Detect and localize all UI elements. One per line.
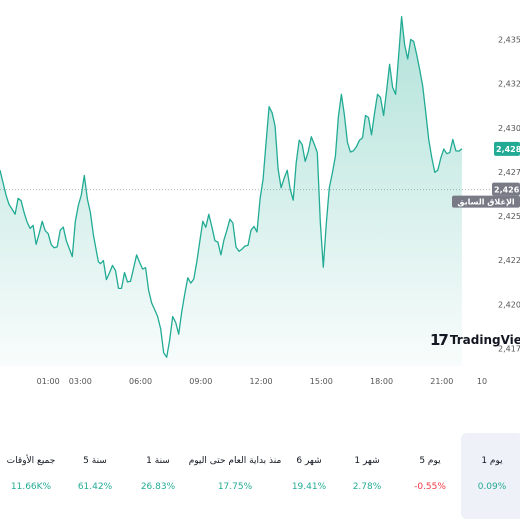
x-tick-label: 21:00 <box>430 377 453 386</box>
period-change-value: 17.75% <box>217 482 253 492</box>
period-label: 1 سنة <box>146 456 170 466</box>
tradingview-logo: 17 TradingView <box>430 331 520 349</box>
y-tick-label: 2,430.00 <box>498 124 520 133</box>
period-change-value: 0.09% <box>477 482 507 492</box>
period-label: جميع الأوقات <box>6 456 56 466</box>
period-change-value: 26.83% <box>140 482 176 492</box>
period-label: 1 يوم <box>481 456 503 466</box>
price-chart[interactable]: 2,435.00 2,432.50 2,430.00 2,427.50 2,425.00… <box>0 0 520 400</box>
tradingview-wordmark: TradingView <box>449 333 520 347</box>
period-change-value: 19.41% <box>291 482 327 492</box>
period-tab[interactable]: 1 يوم 0.09% <box>461 433 520 519</box>
price-line[interactable] <box>0 16 463 358</box>
x-tick-label: 03:00 <box>69 377 92 386</box>
y-tick-label: 2,435.00 <box>498 36 520 45</box>
period-tab[interactable]: جميع الأوقات 11.66K% <box>0 433 62 519</box>
period-change-value: 2.78% <box>352 482 382 492</box>
x-tick-label: 10 <box>477 377 487 386</box>
x-tick-label: 18:00 <box>370 377 393 386</box>
y-tick-label: 2,432.50 <box>498 80 520 89</box>
period-tab[interactable]: 5 يوم -0.55% <box>399 433 461 519</box>
period-tab[interactable]: 1 شهر 2.78% <box>336 433 398 519</box>
last-price-tag: 2,428.81 <box>494 141 520 156</box>
period-tab[interactable]: 1 سنة 26.83% <box>127 433 189 519</box>
period-label: منذ بداية العام حتى اليوم <box>188 456 282 466</box>
period-tab[interactable]: 6 شهر 19.41% <box>278 433 340 519</box>
y-tick-label: 2,427.50 <box>498 168 520 177</box>
last-price-tag-bg <box>494 141 520 156</box>
period-change-value: 11.66K% <box>10 482 52 492</box>
x-tick-label: 06:00 <box>129 377 152 386</box>
period-tab[interactable]: 5 سنة 61.42% <box>64 433 126 519</box>
x-tick-label: 01:00 <box>37 377 60 386</box>
price-area-fill <box>0 16 462 366</box>
previous-close-value-bg <box>492 182 520 196</box>
x-tick-label: 12:00 <box>250 377 273 386</box>
last-price-value: 2,428.81 <box>496 145 520 154</box>
period-performance-bar: 1 يوم 0.09% 5 يوم -0.55% 1 شهر 2.78% 6 شهر 19.4… <box>0 430 520 520</box>
previous-close-value: 2,426.50 <box>494 186 520 195</box>
x-tick-label: 09:00 <box>189 377 212 386</box>
period-label: 1 شهر <box>354 456 380 466</box>
period-change-value: 61.42% <box>77 482 113 492</box>
y-tick-label: 2,417.50 <box>498 344 520 353</box>
x-tick-label: 15:00 <box>310 377 333 386</box>
previous-close-label-bg <box>452 195 520 208</box>
period-tab[interactable]: منذ بداية العام حتى اليوم 17.75% <box>175 433 295 519</box>
y-tick-label: 2,425.00 <box>498 212 520 221</box>
y-tick-label: 2,420.00 <box>498 300 520 309</box>
period-change-value: -0.55% <box>414 482 446 492</box>
period-label: 5 يوم <box>419 456 441 466</box>
chart-canvas[interactable]: 2,435.00 2,432.50 2,430.00 2,427.50 2,425.00… <box>0 0 520 400</box>
period-label: 6 شهر <box>296 456 322 466</box>
y-tick-label: 2,422.50 <box>498 256 520 265</box>
previous-close-tag: 2,426.50 الإغلاق السابق <box>452 182 520 208</box>
tradingview-mark-icon: 17 <box>430 331 449 349</box>
previous-close-label: الإغلاق السابق <box>457 198 515 207</box>
period-label: 5 سنة <box>83 456 107 466</box>
